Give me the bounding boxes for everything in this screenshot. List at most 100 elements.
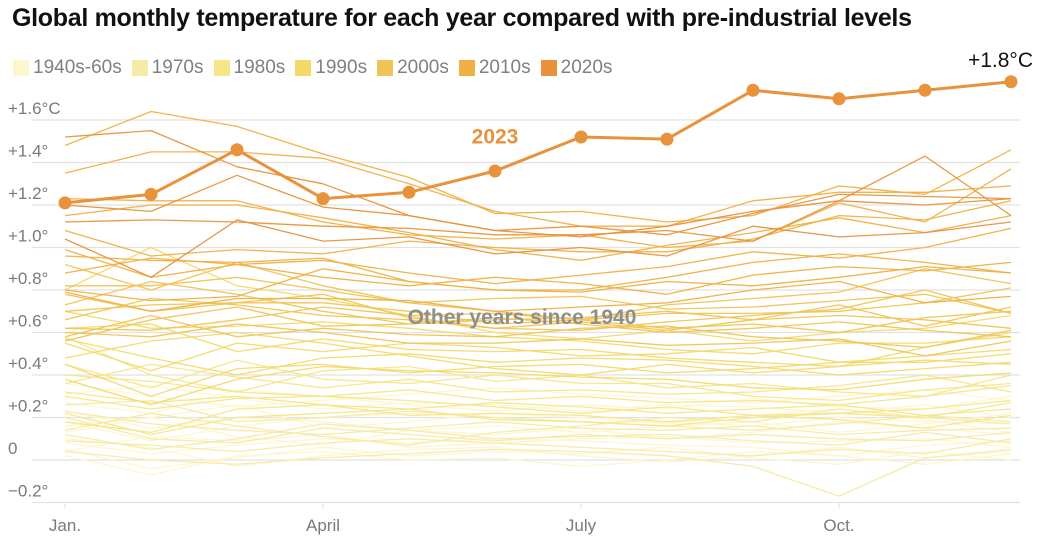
year-line-1940s-60s xyxy=(64,382,1012,408)
legend-label: 1990s xyxy=(315,57,368,78)
year-line-1990s xyxy=(64,246,1012,342)
year-line-1990s xyxy=(64,348,1012,397)
y-tick-label: +0.8° xyxy=(8,269,48,288)
highlight-point xyxy=(746,83,760,97)
y-tick-label: −0.2° xyxy=(8,482,48,501)
legend-item: 2000s xyxy=(377,57,449,79)
x-tick-label: July xyxy=(566,516,597,535)
legend-item: 1940s-60s xyxy=(13,57,122,79)
highlight-point xyxy=(316,192,330,206)
year-line-1980s xyxy=(64,363,1012,395)
y-tick-label: +1.4° xyxy=(8,142,48,161)
year-line-2000s xyxy=(64,306,1012,334)
end-value-annotation: +1.8°C xyxy=(968,49,1033,72)
legend-swatch xyxy=(13,60,29,76)
other-years-annotation: Other years since 1940 xyxy=(408,306,637,329)
year-line-1990s xyxy=(64,323,1012,368)
highlight-point xyxy=(660,132,674,146)
year-line-2010s xyxy=(64,204,1012,261)
year-line-2000s xyxy=(64,280,1012,329)
legend-label: 1980s xyxy=(233,57,286,78)
y-tick-label: +0.2° xyxy=(8,397,48,416)
year-line-1980s xyxy=(64,401,1012,436)
y-tick-label: +1.2° xyxy=(8,184,48,203)
highlight-point xyxy=(402,185,416,199)
legend-label: 1970s xyxy=(151,57,204,78)
legend-swatch xyxy=(458,60,475,76)
year-line-1980s xyxy=(64,359,1012,402)
year-line-2020s xyxy=(64,197,1012,242)
legend-swatch xyxy=(377,60,394,76)
x-tick-label: Jan. xyxy=(49,516,81,535)
legend-item: 1980s xyxy=(213,57,286,79)
year-line-1940s-60s xyxy=(64,450,1012,476)
legend-label: 2000s xyxy=(397,57,449,78)
year-line-1990s xyxy=(64,338,1012,376)
highlight-point xyxy=(918,83,932,97)
year-line-1970s xyxy=(64,399,1012,431)
year-line-2020s xyxy=(64,219,1012,278)
highlight-point xyxy=(832,92,846,106)
legend: 1940s-60s 1970s 1980s 1990s 2000s 2010s 2020s xyxy=(13,57,622,79)
year-line-2010s xyxy=(64,227,1012,285)
legend-item: 1990s xyxy=(295,57,367,79)
year-line-2010s xyxy=(64,168,1012,249)
year-line-2010s xyxy=(64,257,1012,295)
y-tick-label: +1.6°C xyxy=(8,99,61,118)
highlight-point xyxy=(488,164,502,178)
year-line-2010s xyxy=(64,280,1012,312)
year-line-1980s xyxy=(64,384,1012,414)
legend-label: 2020s xyxy=(560,57,613,78)
legend-item: 1970s xyxy=(131,57,204,79)
chart-title: Global monthly temperature for each year… xyxy=(12,4,912,32)
highlight-year-annotation: 2023 xyxy=(472,125,519,148)
highlight-2023-series xyxy=(58,75,1018,210)
year-line-1980s xyxy=(64,404,1012,434)
year-line-2000s xyxy=(64,306,1012,342)
year-line-2000s xyxy=(64,289,1012,332)
year-line-1990s xyxy=(64,365,1012,406)
highlight-point xyxy=(144,187,158,201)
legend-label: 2010s xyxy=(478,57,531,78)
legend-label: 1940s-60s xyxy=(33,57,122,78)
legend-swatch xyxy=(295,60,312,76)
year-line-1970s xyxy=(64,438,1012,457)
legend-item: 2010s xyxy=(458,57,531,79)
other-years-lines xyxy=(64,110,1012,497)
y-tick-label: +0.4° xyxy=(8,354,48,373)
year-line-1990s xyxy=(64,342,1012,372)
year-line-2010s xyxy=(64,151,1012,227)
year-line-2000s xyxy=(65,276,1012,315)
highlight-point xyxy=(58,196,72,210)
year-line-1970s xyxy=(64,416,1012,444)
year-line-1940s-60s xyxy=(64,438,1012,457)
year-line-2000s xyxy=(64,323,1012,357)
year-line-2020s xyxy=(64,129,1012,236)
x-tick-label: Oct. xyxy=(823,516,854,535)
year-line-1980s xyxy=(64,374,1012,417)
highlight-point xyxy=(230,143,244,157)
year-line-2010s xyxy=(64,110,1012,223)
legend-item: 2020s xyxy=(540,57,613,79)
year-line-1940s-60s xyxy=(64,446,1012,470)
year-line-2010s xyxy=(64,265,1012,302)
y-axis: −0.2° 0 +0.2° +0.4° +0.6° +0.8° +1.0° +1.2° +1.4… xyxy=(8,99,61,501)
highlight-line-2023 xyxy=(64,80,1012,205)
y-tick-label: +0.6° xyxy=(8,312,48,331)
x-tick-label: April xyxy=(306,516,340,535)
year-line-1980s xyxy=(64,395,1012,417)
year-line-2000s xyxy=(64,293,1012,332)
year-line-1980s xyxy=(64,336,1012,397)
y-tick-label: 0 xyxy=(8,439,17,458)
highlight-point xyxy=(574,130,588,144)
highlight-point xyxy=(1004,75,1018,89)
legend-swatch xyxy=(213,60,230,76)
year-line-2010s xyxy=(64,200,1012,257)
year-line-1970s xyxy=(64,408,1012,446)
year-line-1970s xyxy=(64,410,1012,436)
year-line-2010s xyxy=(64,253,1012,291)
year-line-1940s-60s xyxy=(64,389,1012,414)
y-tick-label: +1.0° xyxy=(8,227,48,246)
legend-swatch xyxy=(540,60,557,76)
